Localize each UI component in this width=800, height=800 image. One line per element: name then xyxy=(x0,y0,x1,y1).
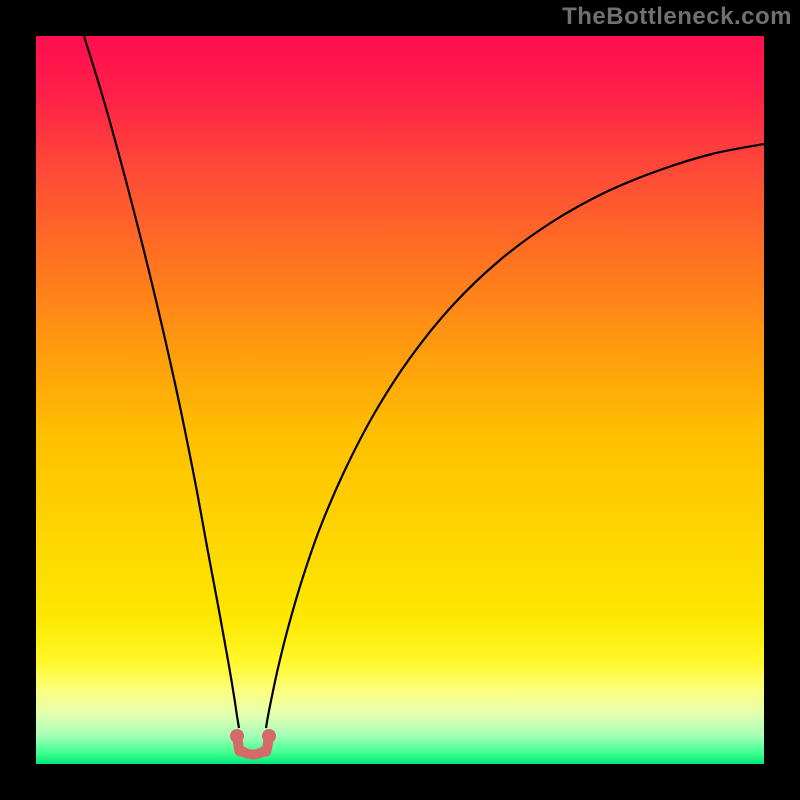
bottleneck-curve xyxy=(36,36,764,764)
chart-plot-area xyxy=(36,36,764,764)
watermark-text: TheBottleneck.com xyxy=(562,3,792,31)
u-marker xyxy=(230,729,276,757)
curve-left xyxy=(84,36,239,728)
chart-frame: TheBottleneck.com xyxy=(0,0,800,800)
curve-right xyxy=(266,144,764,728)
